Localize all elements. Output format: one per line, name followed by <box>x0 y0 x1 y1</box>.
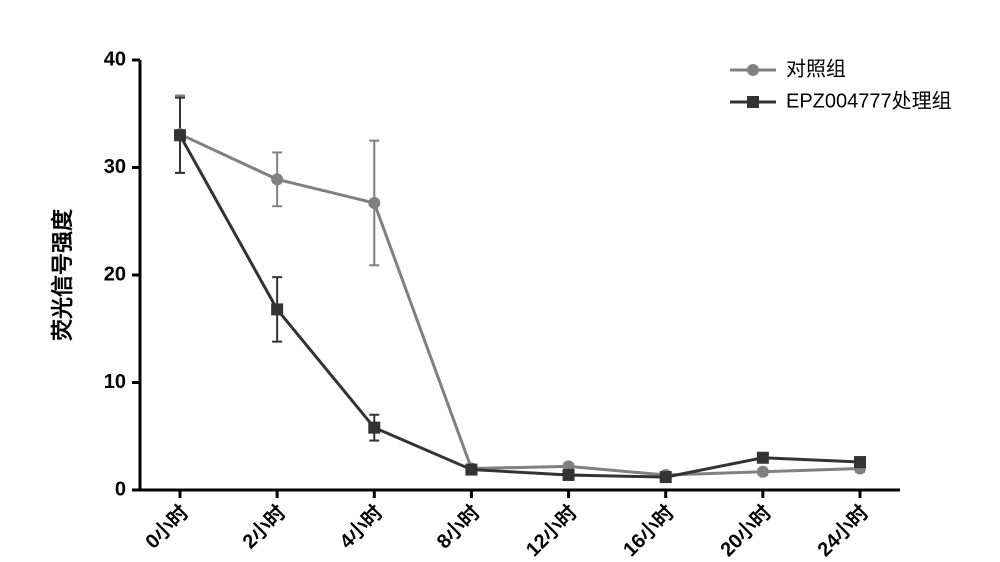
y-tick-label: 10 <box>104 371 126 393</box>
y-tick-label: 20 <box>104 263 126 285</box>
series-marker <box>757 452 769 464</box>
series-marker <box>271 173 283 185</box>
legend-marker <box>747 96 759 108</box>
y-tick-label: 30 <box>104 156 126 178</box>
series-marker <box>854 456 866 468</box>
series-marker <box>757 466 769 478</box>
y-tick-label: 0 <box>115 478 126 500</box>
series-marker <box>368 197 380 209</box>
chart-area: 010203040荧光信号强度0小时2小时4小时8小时12小时16小时20小时2… <box>0 0 1000 562</box>
y-tick-label: 40 <box>104 48 126 70</box>
series-marker <box>271 303 283 315</box>
y-axis-label: 荧光信号强度 <box>50 208 75 341</box>
legend-marker <box>747 64 759 76</box>
series-marker <box>368 422 380 434</box>
series-marker <box>660 471 672 483</box>
legend-label: 对照组 <box>786 57 846 80</box>
legend-label: EPZ004777处理组 <box>786 89 952 112</box>
series-marker <box>174 129 186 141</box>
series-marker <box>563 469 575 481</box>
series-marker <box>465 464 477 476</box>
